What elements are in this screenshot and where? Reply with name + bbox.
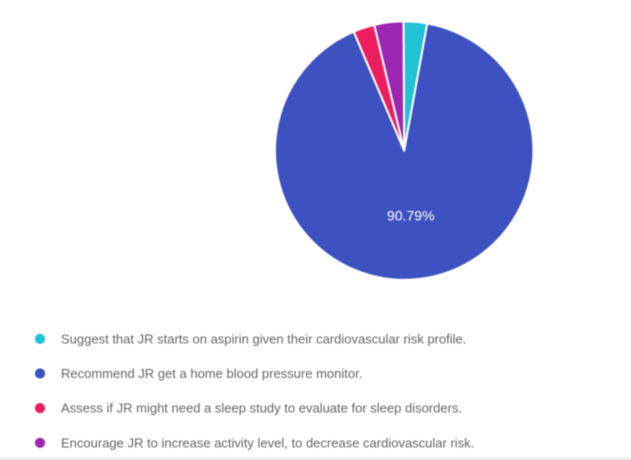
svg-text:Encourage JR to increase activ: Encourage JR to increase activity level,…: [61, 435, 474, 450]
svg-text:Suggest that JR starts on aspi: Suggest that JR starts on aspirin given …: [61, 331, 466, 346]
svg-text:Assess if JR might need a slee: Assess if JR might need a sleep study to…: [61, 401, 462, 416]
svg-text:Recommend JR get a home blood: Recommend JR get a home blood pressure m…: [61, 366, 362, 381]
svg-text:90.79%: 90.79%: [387, 208, 434, 224]
